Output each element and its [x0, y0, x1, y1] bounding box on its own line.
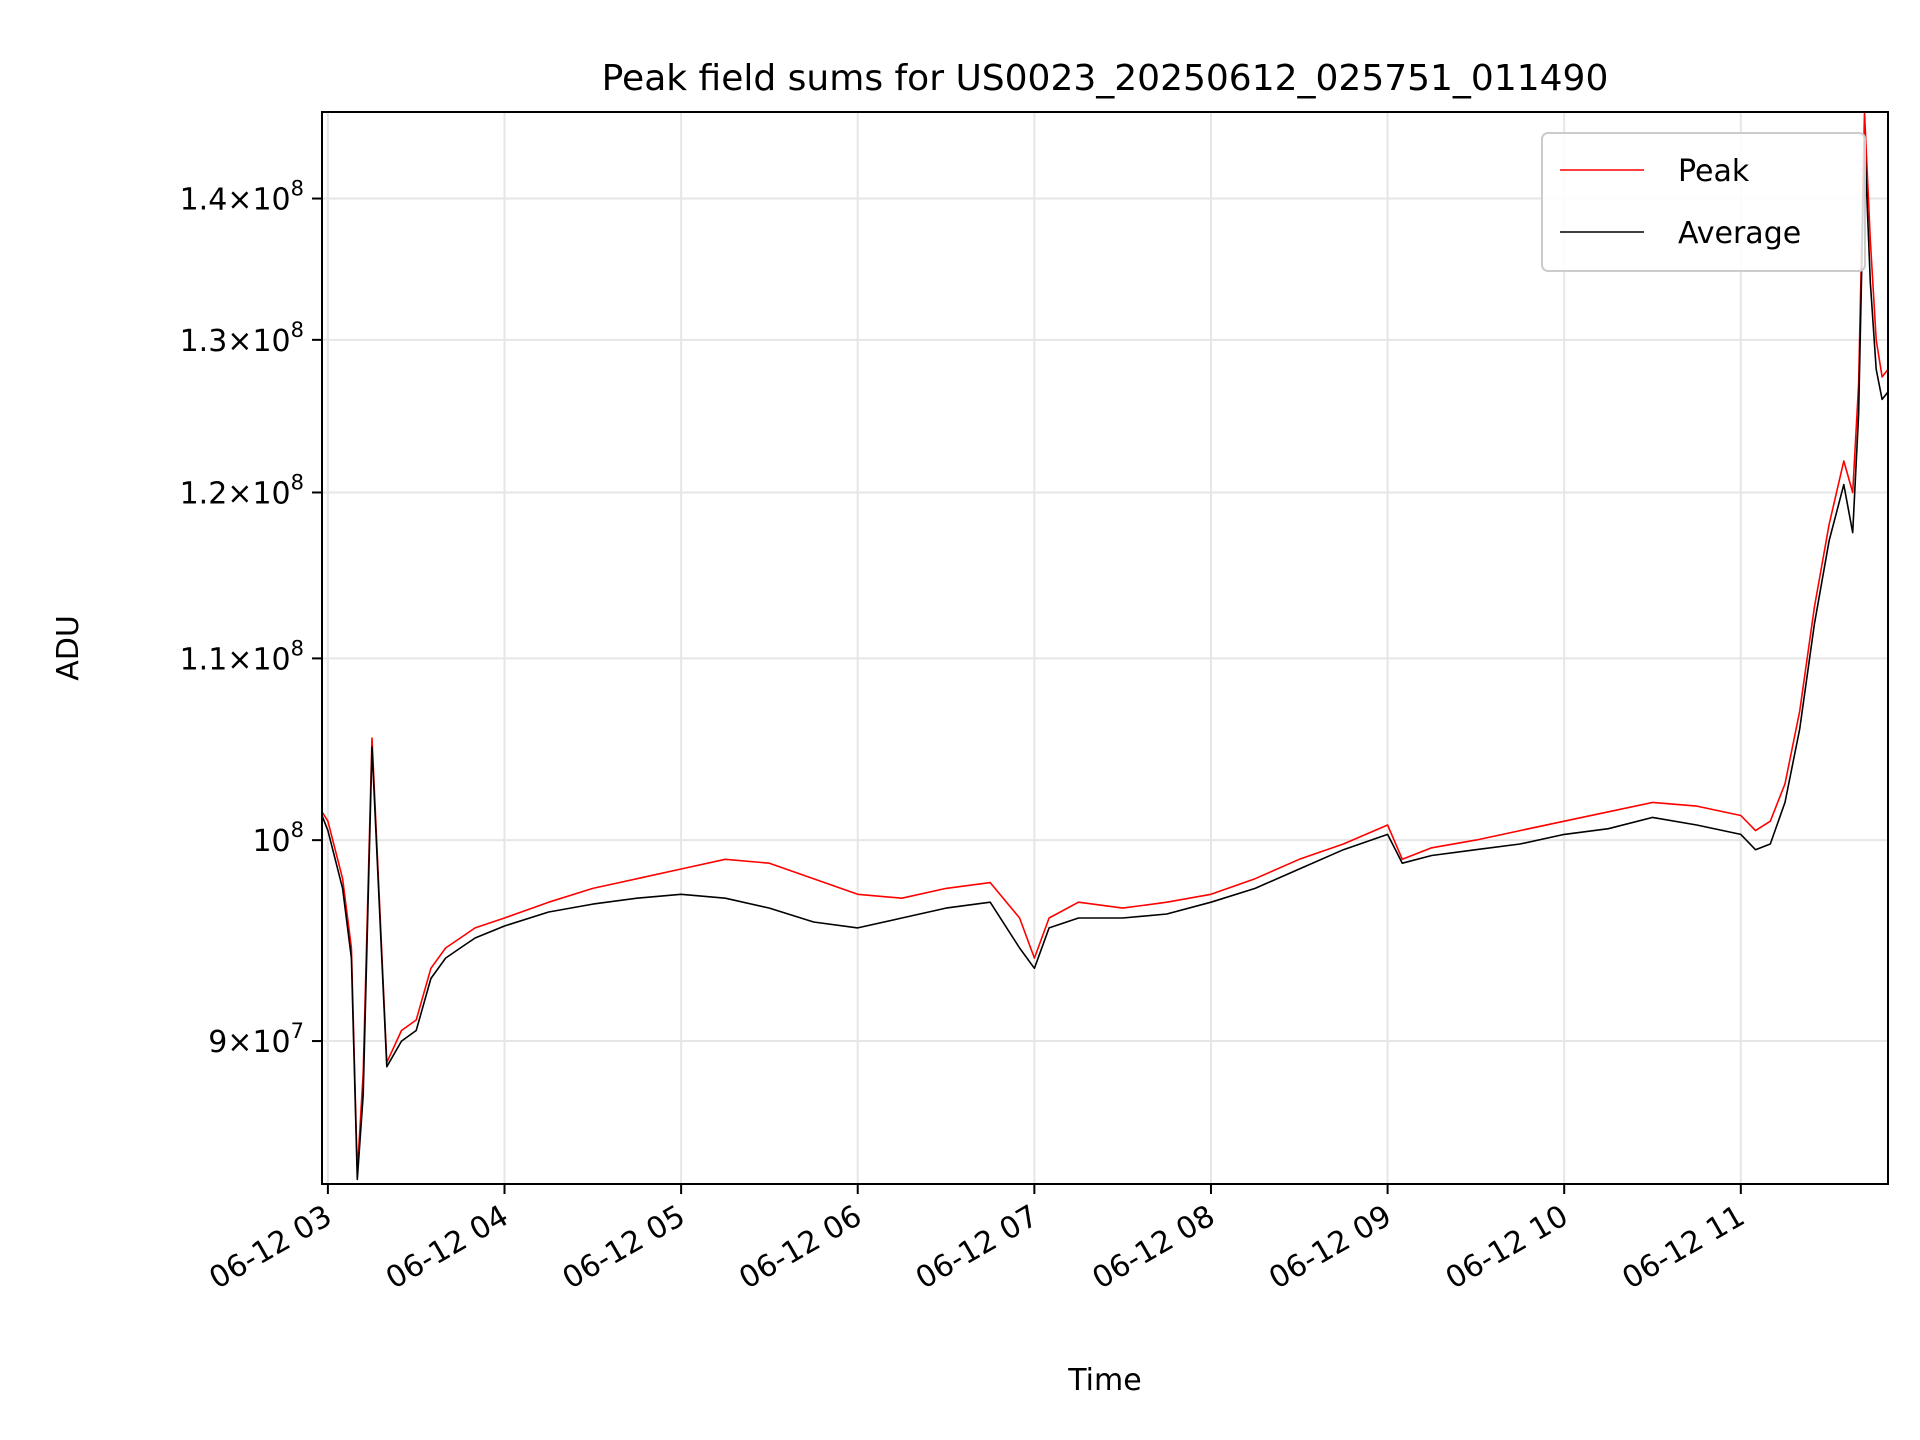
series-line-average — [322, 137, 1888, 1181]
y-tick-exponent: 8 — [291, 470, 304, 494]
chart-title: Peak field sums for US0023_20250612_0257… — [602, 58, 1609, 99]
y-tick-times: × — [227, 324, 252, 359]
plot-frame — [321, 111, 1889, 1185]
legend-label-peak: Peak — [1678, 154, 1750, 189]
y-tick-times: × — [227, 476, 252, 511]
y-tick-times: × — [227, 183, 252, 218]
series-line-peak — [322, 112, 1888, 1174]
plot-series — [322, 112, 1888, 1181]
x-axis-label: Time — [1067, 1363, 1141, 1398]
y-tick-mantissa: 1.3 — [180, 324, 228, 359]
y-tick-mantissa: 1.2 — [180, 476, 228, 511]
y-tick-exponent: 8 — [291, 818, 304, 842]
y-tick-base: 10 — [252, 183, 290, 218]
y-tick-exponent: 8 — [291, 636, 304, 660]
legend-label-average: Average — [1678, 216, 1801, 251]
y-tick-label: 1.1×108 — [180, 636, 304, 677]
y-tick-base: 10 — [252, 324, 290, 359]
y-tick-label: 108 — [252, 818, 304, 859]
y-tick-times: × — [227, 1025, 252, 1060]
y-tick-exponent: 8 — [291, 177, 304, 201]
y-tick-exponent: 8 — [291, 318, 304, 342]
y-tick-base: 10 — [252, 1025, 290, 1060]
y-tick-base: 10 — [252, 642, 290, 677]
y-axis-label: ADU — [51, 615, 86, 681]
y-tick-label: 1.2×108 — [180, 470, 304, 511]
y-tick-mantissa: 1.1 — [180, 642, 228, 677]
y-tick-base: 10 — [252, 824, 290, 859]
y-tick-times: × — [227, 642, 252, 677]
grid — [322, 112, 1888, 1184]
y-tick-label: 9×107 — [208, 1019, 304, 1060]
legend: Peak Average — [1541, 132, 1866, 272]
y-tick-base: 10 — [252, 476, 290, 511]
y-tick-exponent: 7 — [291, 1019, 304, 1043]
legend-box — [1541, 132, 1866, 272]
y-tick-label: 1.4×108 — [180, 177, 304, 218]
y-tick-mantissa: 9 — [208, 1025, 227, 1060]
y-tick-mantissa: 1.4 — [180, 183, 228, 218]
y-tick-label: 1.3×108 — [180, 318, 304, 359]
